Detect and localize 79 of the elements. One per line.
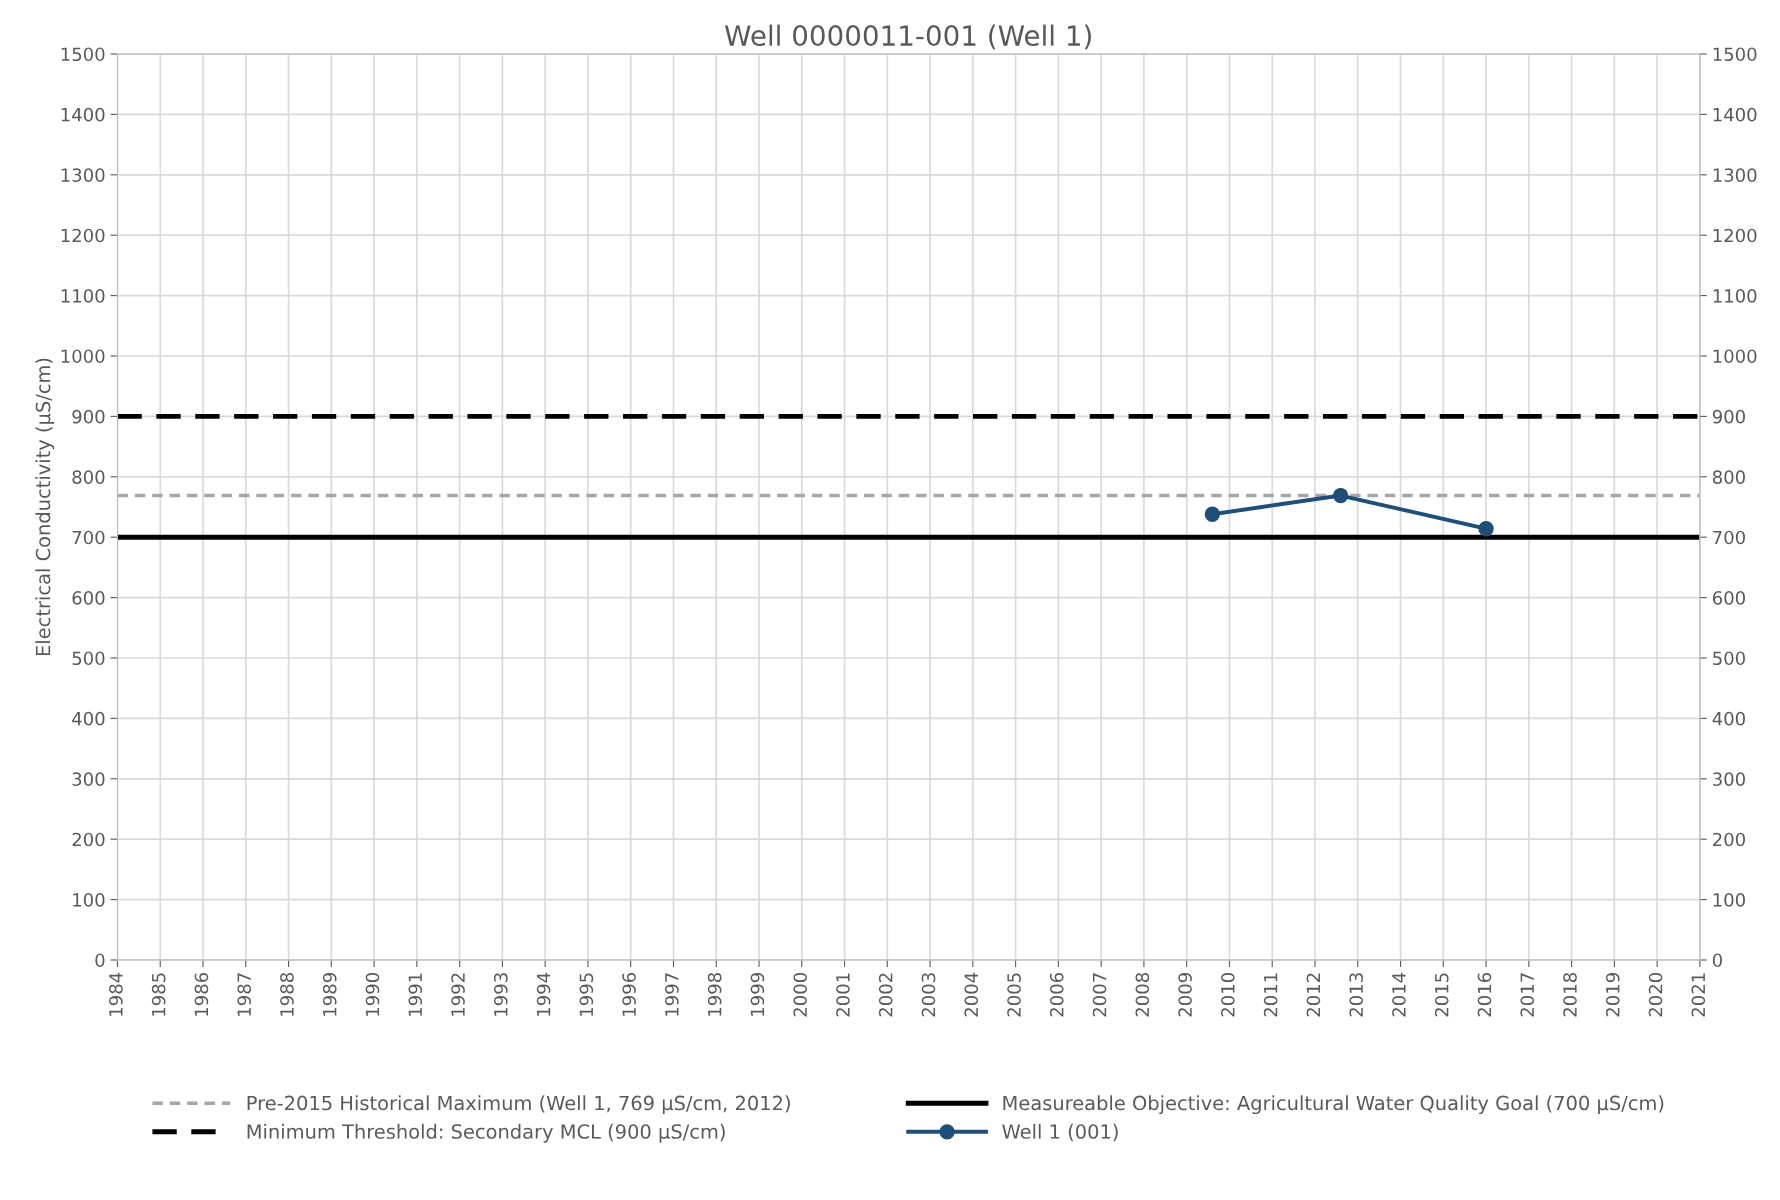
x-tick-label: 2014: [1392, 972, 1406, 1017]
chart-title: Well 0000011-001 (Well 1): [724, 24, 1091, 50]
y-tick-label: 200: [72, 832, 105, 847]
x-tick-label: 1998: [707, 973, 722, 1016]
y-tick-label: 900: [72, 409, 105, 424]
x-tick-label: 1989: [322, 973, 337, 1016]
x-tick-label: 1999: [750, 973, 765, 1016]
x-tick-label: 2002: [878, 973, 893, 1017]
y-tick-label: 1000: [61, 349, 105, 364]
y-tick-label: 1300: [61, 168, 105, 182]
legend-label: Pre-2015 Historical Maximum (Well 1, 769 µS/cm, 2012): [247, 1095, 790, 1115]
y-tick-label: 0: [95, 953, 105, 968]
y2-tick-label: 700: [1713, 530, 1745, 545]
y-tick-label: 300: [72, 772, 105, 786]
x-tick-label: 2020: [1648, 973, 1663, 1017]
y-tick-label: 500: [72, 651, 105, 666]
y-axis-title: Electrical Conductivity (µS/cm): [35, 358, 55, 656]
x-tick-label: 1986: [194, 972, 209, 1016]
y2-tick-label: 500: [1713, 651, 1745, 666]
y2-tick-label: 600: [1712, 591, 1745, 605]
y2-tick-label: 400: [1712, 711, 1745, 726]
legend-label: Minimum Threshold: Secondary MCL (900 µS/cm): [247, 1123, 725, 1143]
y2-tick-label: 800: [1712, 470, 1745, 484]
y2-tick-label: 200: [1713, 832, 1745, 847]
x-tick-label: 2015: [1434, 973, 1449, 1017]
x-tick-label: 2021: [1691, 973, 1706, 1017]
x-tick-label: 1994: [536, 972, 551, 1016]
x-tick-label: 2001: [836, 973, 850, 1017]
y-tick-label: 1200: [61, 228, 105, 243]
x-tick-label: 2017: [1520, 973, 1535, 1017]
y2-tick-label: 1500: [1713, 47, 1757, 62]
point: [1333, 487, 1349, 504]
x-tick-label: 2018: [1563, 973, 1577, 1017]
x-tick-label: 1984: [109, 972, 123, 1016]
x-tick-label: 2012: [1306, 973, 1321, 1017]
x-tick-label: 1993: [493, 973, 508, 1016]
point: [1478, 521, 1494, 537]
y-tick-label: 1500: [61, 47, 105, 62]
y-tick-label: 100: [73, 893, 105, 907]
x-tick-label: 1990: [365, 973, 380, 1016]
y-tick-label: 800: [72, 470, 105, 484]
x-tick-label: 2003: [921, 973, 936, 1017]
y-tick-label: 1400: [61, 107, 105, 122]
x-tick-label: 1987: [237, 973, 252, 1016]
x-tick-label: 1997: [665, 973, 679, 1016]
x-tick-label: 2000: [793, 973, 808, 1017]
x-tick-label: 2009: [1178, 973, 1192, 1017]
legend-label: Well 1 (001): [1002, 1123, 1118, 1142]
x-tick-label: 2008: [1135, 973, 1150, 1017]
y-tick-label: 1100: [61, 289, 105, 303]
x-tick-label: 1996: [622, 972, 636, 1016]
x-tick-label: 1995: [579, 973, 594, 1016]
y2-tick-label: 0: [1712, 953, 1722, 968]
x-tick-label: 2011: [1263, 973, 1278, 1017]
legend-label: Measureable Objective: Agricultural Water Quality Goal (700 µS/cm): [1003, 1095, 1664, 1115]
x-tick-label: 2005: [1007, 973, 1021, 1017]
y2-tick-label: 1100: [1713, 289, 1757, 303]
y2-tick-label: 1400: [1713, 107, 1757, 122]
y2-tick-label: 300: [1713, 772, 1745, 786]
x-tick-label: 2004: [964, 972, 979, 1017]
y2-tick-label: 1200: [1713, 228, 1757, 243]
x-tick-label: 2016: [1477, 972, 1492, 1017]
y2-tick-label: 1000: [1713, 349, 1757, 364]
y2-tick-label: 1300: [1713, 168, 1757, 182]
x-tick-label: 1992: [451, 973, 465, 1016]
x-tick-label: 2010: [1221, 973, 1235, 1017]
x-tick-label: 2006: [1049, 972, 1064, 1017]
y2-tick-label: 900: [1712, 409, 1745, 424]
point: [1204, 506, 1220, 522]
x-tick-label: 1985: [151, 973, 166, 1016]
x-tick-label: 2019: [1605, 973, 1620, 1017]
y-tick-label: 400: [72, 711, 105, 726]
y-tick-label: 600: [72, 591, 105, 605]
y2-tick-label: 100: [1713, 893, 1745, 907]
y-tick-label: 700: [72, 530, 105, 545]
x-tick-label: 2013: [1349, 973, 1363, 1017]
x-tick-label: 2007: [1092, 973, 1107, 1017]
x-tick-label: 1991: [408, 973, 423, 1016]
x-tick-label: 1988: [280, 973, 294, 1016]
